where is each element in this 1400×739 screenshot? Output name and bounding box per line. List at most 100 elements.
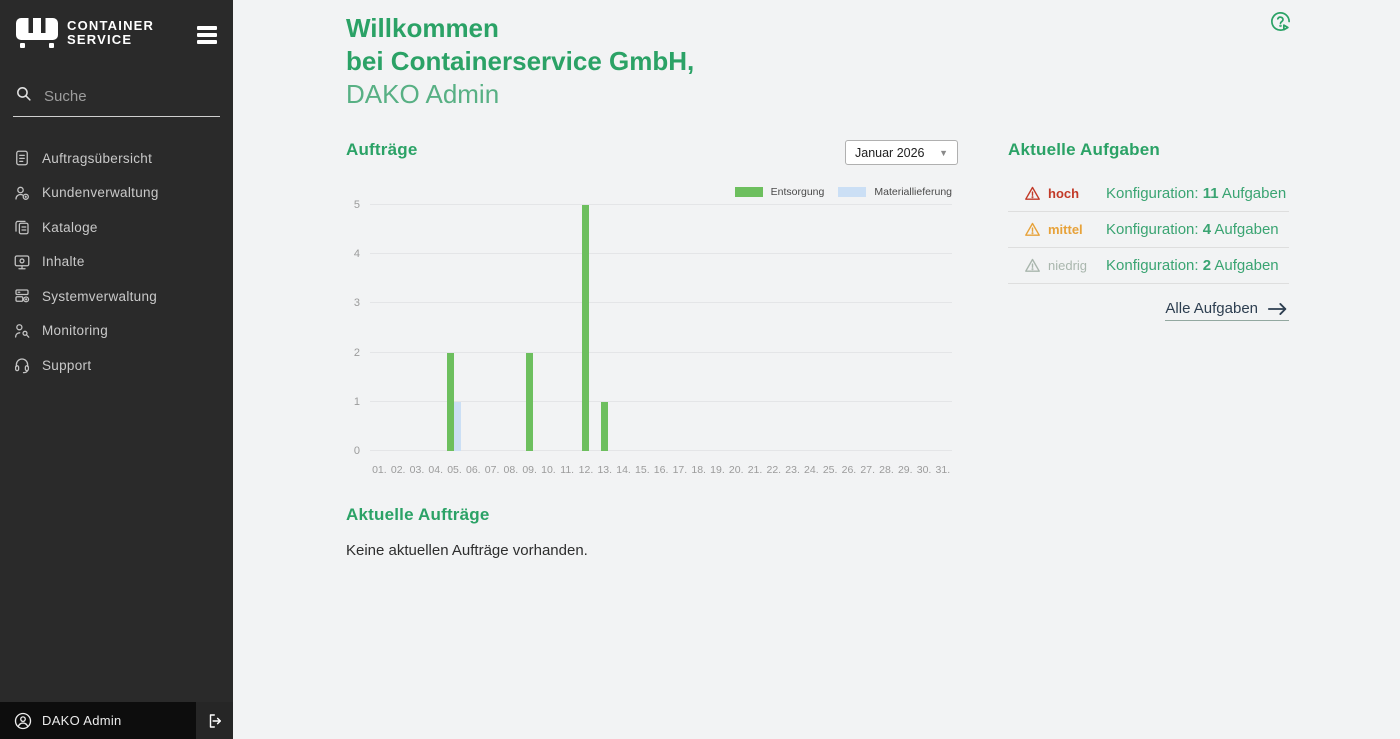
logo-line2: SERVICE	[67, 32, 133, 47]
x-tick-label: 07.	[484, 464, 500, 476]
tasks-panel: Aktuelle Aufgaben hoch Konfiguration: 11 …	[1008, 140, 1289, 321]
task-row-hoch[interactable]: hoch Konfiguration: 11 Aufgaben	[1008, 176, 1289, 212]
user-bar: DAKO Admin	[0, 702, 233, 739]
bar-entsorgung-05.	[447, 352, 455, 451]
sidebar-item-auftragsuebersicht[interactable]: Auftragsübersicht	[0, 141, 233, 176]
current-orders-empty-message: Keine aktuellen Aufträge vorhanden.	[346, 542, 588, 559]
chart-plot-area	[370, 204, 952, 451]
sidebar-search	[13, 85, 220, 117]
activity-icon	[13, 322, 31, 340]
y-tick-label: 3	[353, 297, 360, 310]
server-icon	[13, 287, 31, 305]
x-tick-label: 19.	[710, 464, 725, 476]
sidebar-item-systemverwaltung[interactable]: Systemverwaltung	[0, 279, 233, 314]
chart-y-axis: 0 1 2 3 4 5	[346, 199, 370, 457]
current-orders-title: Aktuelle Aufträge	[346, 505, 490, 524]
gridline	[370, 450, 952, 451]
all-tasks-link[interactable]: Alle Aufgaben	[1165, 300, 1289, 321]
document-icon	[13, 149, 31, 167]
sidebar-item-support[interactable]: Support	[0, 348, 233, 383]
x-tick-label: 21.	[747, 464, 763, 476]
task-description: Konfiguration: 11 Aufgaben	[1106, 185, 1287, 202]
month-select[interactable]: Januar 2026 ▼	[845, 140, 958, 165]
sidebar-item-kataloge[interactable]: Kataloge	[0, 210, 233, 245]
orders-title: Aufträge	[346, 140, 418, 159]
severity-label: niedrig	[1048, 258, 1088, 273]
x-tick-label: 26.	[841, 464, 857, 476]
warning-triangle-icon	[1024, 221, 1041, 238]
severity-label: hoch	[1048, 186, 1080, 201]
sidebar-nav: Auftragsübersicht Kundenverwaltung Katalog…	[0, 141, 233, 383]
y-tick-label: 5	[353, 199, 360, 211]
x-tick-label: 13.	[597, 464, 613, 476]
x-tick-label: 23.	[785, 464, 800, 476]
welcome-line2: bei Containerservice GmbH,	[346, 46, 695, 76]
x-tick-label: 02.	[390, 464, 406, 476]
x-tick-label: 20.	[728, 464, 744, 476]
x-tick-label: 28.	[879, 464, 894, 476]
help-icon[interactable]	[1269, 10, 1292, 38]
month-select-value: Januar 2026	[855, 145, 925, 160]
sidebar-item-label: Auftragsübersicht	[42, 150, 153, 166]
orders-bar-chart: 0 1 2 3 4 5	[346, 199, 952, 457]
x-tick-label: 14.	[616, 464, 631, 476]
copy-icon	[13, 218, 31, 236]
warning-triangle-icon	[1024, 185, 1041, 202]
tasks-title: Aktuelle Aufgaben	[1008, 140, 1161, 159]
chevron-down-icon: ▼	[939, 147, 948, 158]
gridline	[370, 400, 952, 402]
task-description: Konfiguration: 4 Aufgaben	[1106, 221, 1279, 238]
x-tick-label: 22.	[766, 464, 782, 476]
hamburger-menu-icon[interactable]	[195, 24, 219, 46]
task-row-niedrig[interactable]: niedrig Konfiguration: 2 Aufgaben	[1008, 248, 1289, 284]
x-tick-label: 01.	[372, 464, 387, 476]
x-tick-label: 29.	[897, 464, 913, 476]
logo-text: CONTAINER SERVICE	[67, 19, 154, 47]
bar-entsorgung-12.	[582, 205, 590, 451]
y-tick-label: 4	[353, 248, 360, 261]
x-tick-label: 15.	[635, 464, 650, 476]
x-tick-label: 11.	[560, 464, 575, 476]
task-description: Konfiguration: 2 Aufgaben	[1106, 257, 1279, 274]
current-orders-section: Aktuelle Aufträge Keine aktuellen Aufträ…	[346, 505, 588, 559]
x-tick-label: 17.	[672, 464, 688, 476]
monitor-icon	[13, 253, 31, 271]
x-tick-label: 30.	[916, 464, 932, 476]
x-tick-label: 06.	[465, 464, 481, 476]
legend-swatch-entsorgung	[734, 187, 763, 197]
sidebar-item-monitoring[interactable]: Monitoring	[0, 314, 233, 349]
sidebar-item-label: Monitoring	[42, 323, 109, 339]
user-name: DAKO Admin	[42, 713, 122, 728]
x-tick-label: 10.	[541, 464, 556, 476]
user-avatar-icon	[14, 712, 32, 730]
welcome-line1: Willkommen	[346, 13, 499, 43]
container-service-logo-icon	[14, 16, 60, 55]
all-tasks-link-label: Alle Aufgaben	[1165, 300, 1258, 317]
sidebar-item-label: Support	[42, 357, 92, 373]
severity-label: mittel	[1048, 222, 1083, 237]
y-tick-label: 2	[353, 346, 360, 359]
logo-row: CONTAINER SERVICE	[0, 0, 233, 55]
main-content: Willkommen bei Containerservice GmbH, DA…	[233, 0, 1400, 739]
task-row-mittel[interactable]: mittel Konfiguration: 4 Aufgaben	[1008, 212, 1289, 248]
sidebar-item-inhalte[interactable]: Inhalte	[0, 245, 233, 280]
search-input[interactable]	[44, 87, 194, 105]
sidebar-item-kundenverwaltung[interactable]: Kundenverwaltung	[0, 176, 233, 211]
legend-swatch-materiallieferung	[838, 187, 867, 197]
x-tick-label: 16.	[653, 464, 669, 476]
logout-button[interactable]	[196, 702, 233, 739]
legend-label-entsorgung: Entsorgung	[770, 186, 825, 198]
y-tick-label: 1	[353, 395, 360, 408]
x-tick-label: 08.	[503, 464, 519, 476]
task-rows: hoch Konfiguration: 11 Aufgaben mittel Konf…	[1008, 176, 1289, 284]
chart-x-axis: 01. 02. 03. 04. 05. 06. 07. 08. 09. 10. 11. 12. 13. 1…	[370, 464, 952, 476]
warning-triangle-icon	[1024, 257, 1041, 274]
bar-entsorgung-09.	[526, 352, 534, 451]
x-tick-label: 27.	[860, 464, 875, 476]
x-tick-label: 24.	[804, 464, 819, 476]
x-tick-label: 18.	[691, 464, 706, 476]
bar-materiallieferung-05.	[454, 401, 462, 451]
search-icon	[15, 85, 32, 107]
arrow-right-icon	[1267, 302, 1287, 315]
users-icon	[13, 184, 31, 202]
